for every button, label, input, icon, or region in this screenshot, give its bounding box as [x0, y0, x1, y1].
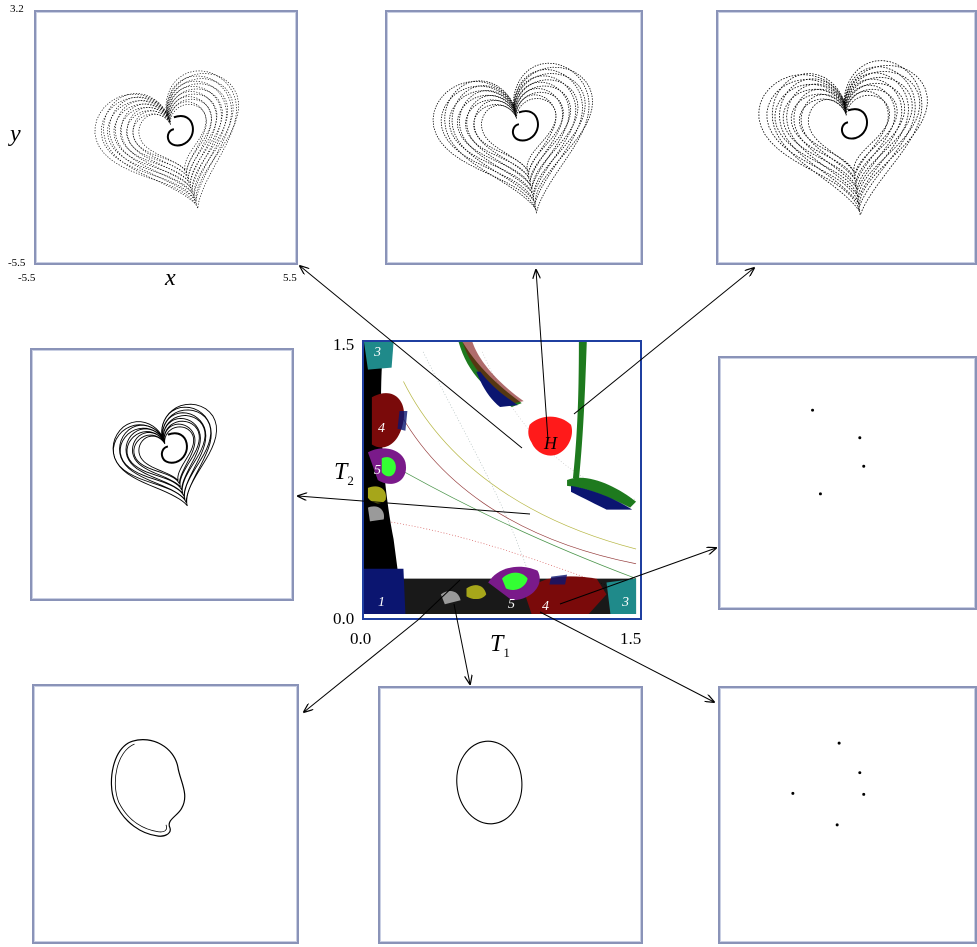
- attractor-core: [841, 108, 868, 140]
- central-x-max-tick: 1.5: [620, 629, 642, 648]
- central-y-axis-label: T2: [334, 459, 354, 488]
- region-label-5-left: 5: [374, 463, 381, 478]
- attractor-layer: [451, 73, 586, 203]
- attractor-layer: [481, 98, 557, 171]
- panel-x-max-tick: 5.5: [283, 272, 297, 284]
- attractor-panel-top-middle: [385, 10, 643, 265]
- central-y-min-tick: 0.0: [333, 609, 355, 628]
- region-label-4-bottom: 4: [542, 599, 549, 614]
- attractor-panel-top-left: [34, 10, 298, 265]
- attractor-plot-top-right: [758, 60, 928, 216]
- region-label-5-bottom: 5: [508, 597, 515, 612]
- attractor-layer: [473, 94, 557, 175]
- attractor-layer: [131, 420, 200, 488]
- region-label-1: 1: [378, 595, 385, 610]
- attractor-layer: [138, 104, 207, 171]
- attractor-layer: [125, 415, 206, 494]
- attractor-layer: [114, 83, 229, 194]
- attractor-layer: [790, 84, 896, 185]
- torus-curve-inner: [114, 743, 167, 833]
- orbit-point: [837, 741, 841, 745]
- attractor-layer: [766, 66, 916, 209]
- attractor-plot-middle-left: [112, 403, 217, 507]
- panel-y-min-tick: -5.5: [8, 257, 26, 269]
- attractor-plot-top-middle: [432, 62, 594, 214]
- attractor-layer: [119, 91, 217, 186]
- attractor-layer: [119, 409, 212, 500]
- attractor-layer: [466, 85, 572, 187]
- region-label-3-bottom: 3: [622, 595, 629, 610]
- attractor-layer: [800, 88, 898, 181]
- attractor-layer: [126, 93, 218, 183]
- panel-y-max-tick: 3.2: [10, 3, 24, 15]
- limit-cycle-curve: [456, 740, 523, 825]
- orbit-point: [818, 492, 822, 496]
- torus-panel: [32, 684, 299, 944]
- attractor-layer: [758, 60, 923, 216]
- orbit-plot-period-4: [811, 408, 866, 496]
- attractor-layer: [798, 90, 889, 177]
- attractor-layer: [132, 98, 212, 178]
- attractor-layer: [793, 82, 906, 189]
- attractor-plot-top-left: [94, 70, 239, 209]
- attractor-core: [511, 110, 539, 142]
- attractor-layer: [126, 417, 201, 491]
- region-label-3-top: 3: [374, 345, 381, 360]
- attractor-layer: [107, 80, 227, 197]
- attractor-layer: [133, 423, 196, 484]
- orbit-panel-period-4: [718, 356, 977, 610]
- parameter-plane-map: 1 3 4 5 5 4 3 H: [362, 340, 642, 620]
- parameter-plane-plot: [364, 342, 637, 615]
- orbit-point: [862, 792, 866, 796]
- attractor-layer: [448, 75, 577, 199]
- orbit-point: [862, 464, 866, 468]
- central-x-min-tick: 0.0: [350, 629, 372, 648]
- attractor-layer: [112, 403, 217, 507]
- attractor-layer: [779, 70, 921, 205]
- attractor-layer: [457, 81, 570, 190]
- attractor-layer: [432, 62, 590, 214]
- limit-cycle-plot: [456, 740, 523, 825]
- attractor-layer: [473, 91, 564, 179]
- attractor-layer: [782, 78, 903, 193]
- region-label-H: H: [544, 433, 557, 453]
- panel-x-axis-label: x: [165, 265, 176, 291]
- attractor-layer: [112, 406, 212, 503]
- orbit-point: [811, 408, 815, 412]
- region-label-4-left: 4: [378, 421, 385, 436]
- central-x-axis-label: T1: [490, 631, 510, 660]
- attractor-layer: [119, 412, 207, 497]
- limit-cycle-panel: [378, 686, 643, 944]
- attractor-layer: [786, 76, 913, 197]
- attractor-layer: [100, 75, 232, 203]
- attractor-layer: [465, 88, 563, 183]
- attractor-layer: [774, 72, 909, 201]
- attractor-layer: [120, 88, 223, 189]
- torus-curve-outer: [110, 739, 186, 837]
- attractor-layer: [126, 96, 212, 180]
- torus-plot: [110, 739, 186, 837]
- orbit-point: [858, 436, 862, 440]
- attractor-layer: [771, 64, 928, 212]
- orbit-panel-period-5: [718, 686, 977, 944]
- panel-y-axis-label: y: [10, 121, 21, 147]
- attractor-layer: [132, 101, 207, 174]
- attractor-core: [160, 432, 188, 464]
- attractor-panel-top-right: [716, 10, 977, 265]
- orbit-plot-period-5: [791, 741, 866, 827]
- attractor-layer: [807, 94, 890, 173]
- attractor-layer: [108, 78, 234, 201]
- attractor-layer: [458, 79, 579, 194]
- attractor-panel-middle-left: [30, 348, 294, 601]
- orbit-point: [791, 791, 795, 795]
- attractor-layer: [138, 426, 195, 481]
- orbit-point: [858, 771, 862, 775]
- orbit-point: [835, 823, 839, 827]
- central-y-max-tick: 1.5: [333, 335, 355, 354]
- panel-x-min-tick: -5.5: [18, 272, 36, 284]
- attractor-core: [166, 115, 194, 147]
- attractor-layer: [444, 66, 594, 210]
